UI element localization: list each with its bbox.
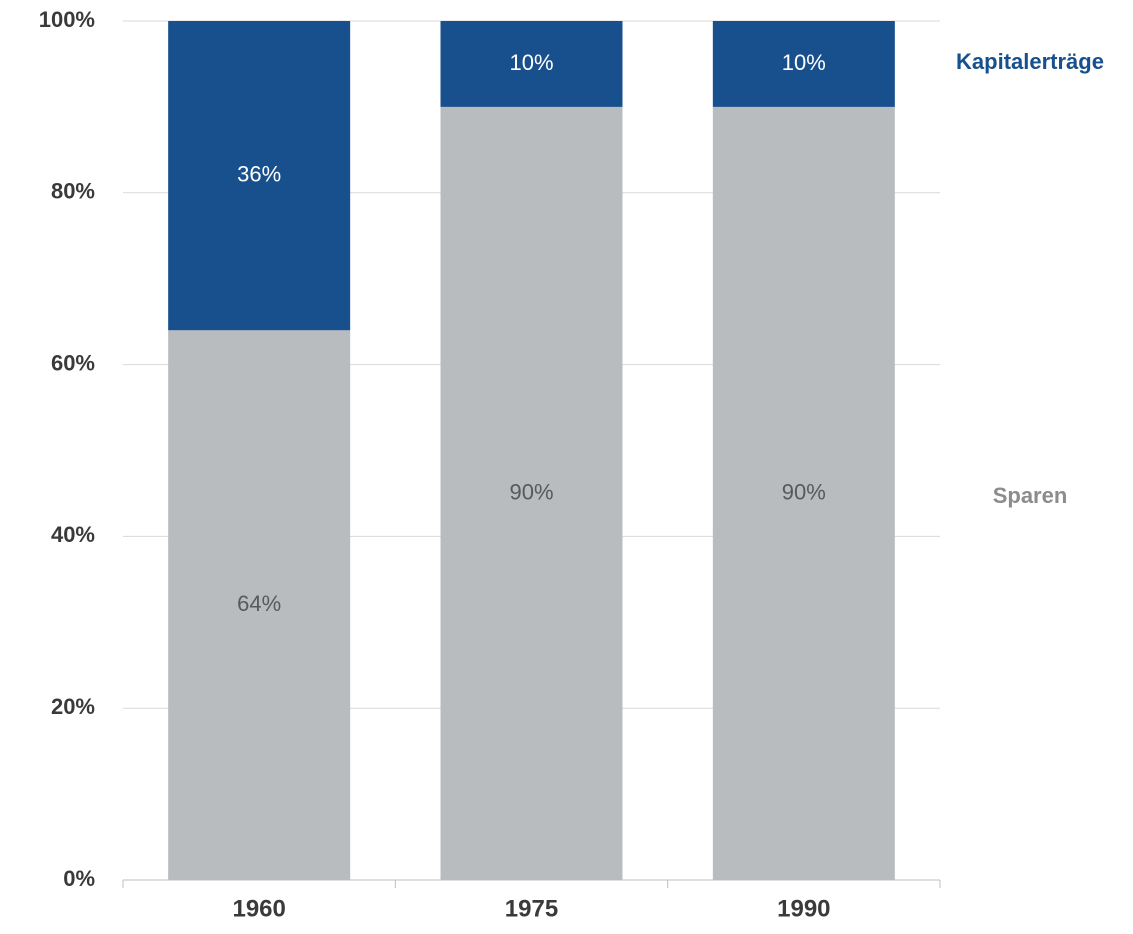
data-label: 90% [509,479,553,504]
bar-segment [440,21,623,107]
data-label: 90% [782,479,826,504]
y-tick-label: 20% [51,694,95,719]
legend-label: Kapitalerträge [956,49,1104,74]
y-tick-label: 0% [63,866,95,891]
data-label: 64% [237,591,281,616]
bar-segment [168,330,351,880]
y-tick-label: 60% [51,350,95,375]
data-label: 36% [237,161,281,186]
data-label: 10% [509,50,553,75]
y-tick-label: 80% [51,179,95,204]
bar-segment [440,106,623,880]
x-tick-label: 1960 [232,895,285,922]
legend-label: Sparen [993,483,1068,508]
x-tick-label: 1975 [505,895,558,922]
x-tick-label: 1990 [777,895,830,922]
bar-segment [712,106,895,880]
bar-segment [168,21,351,331]
y-tick-label: 100% [39,7,95,32]
bar-segment [712,21,895,107]
data-label: 10% [782,50,826,75]
y-tick-label: 40% [51,522,95,547]
